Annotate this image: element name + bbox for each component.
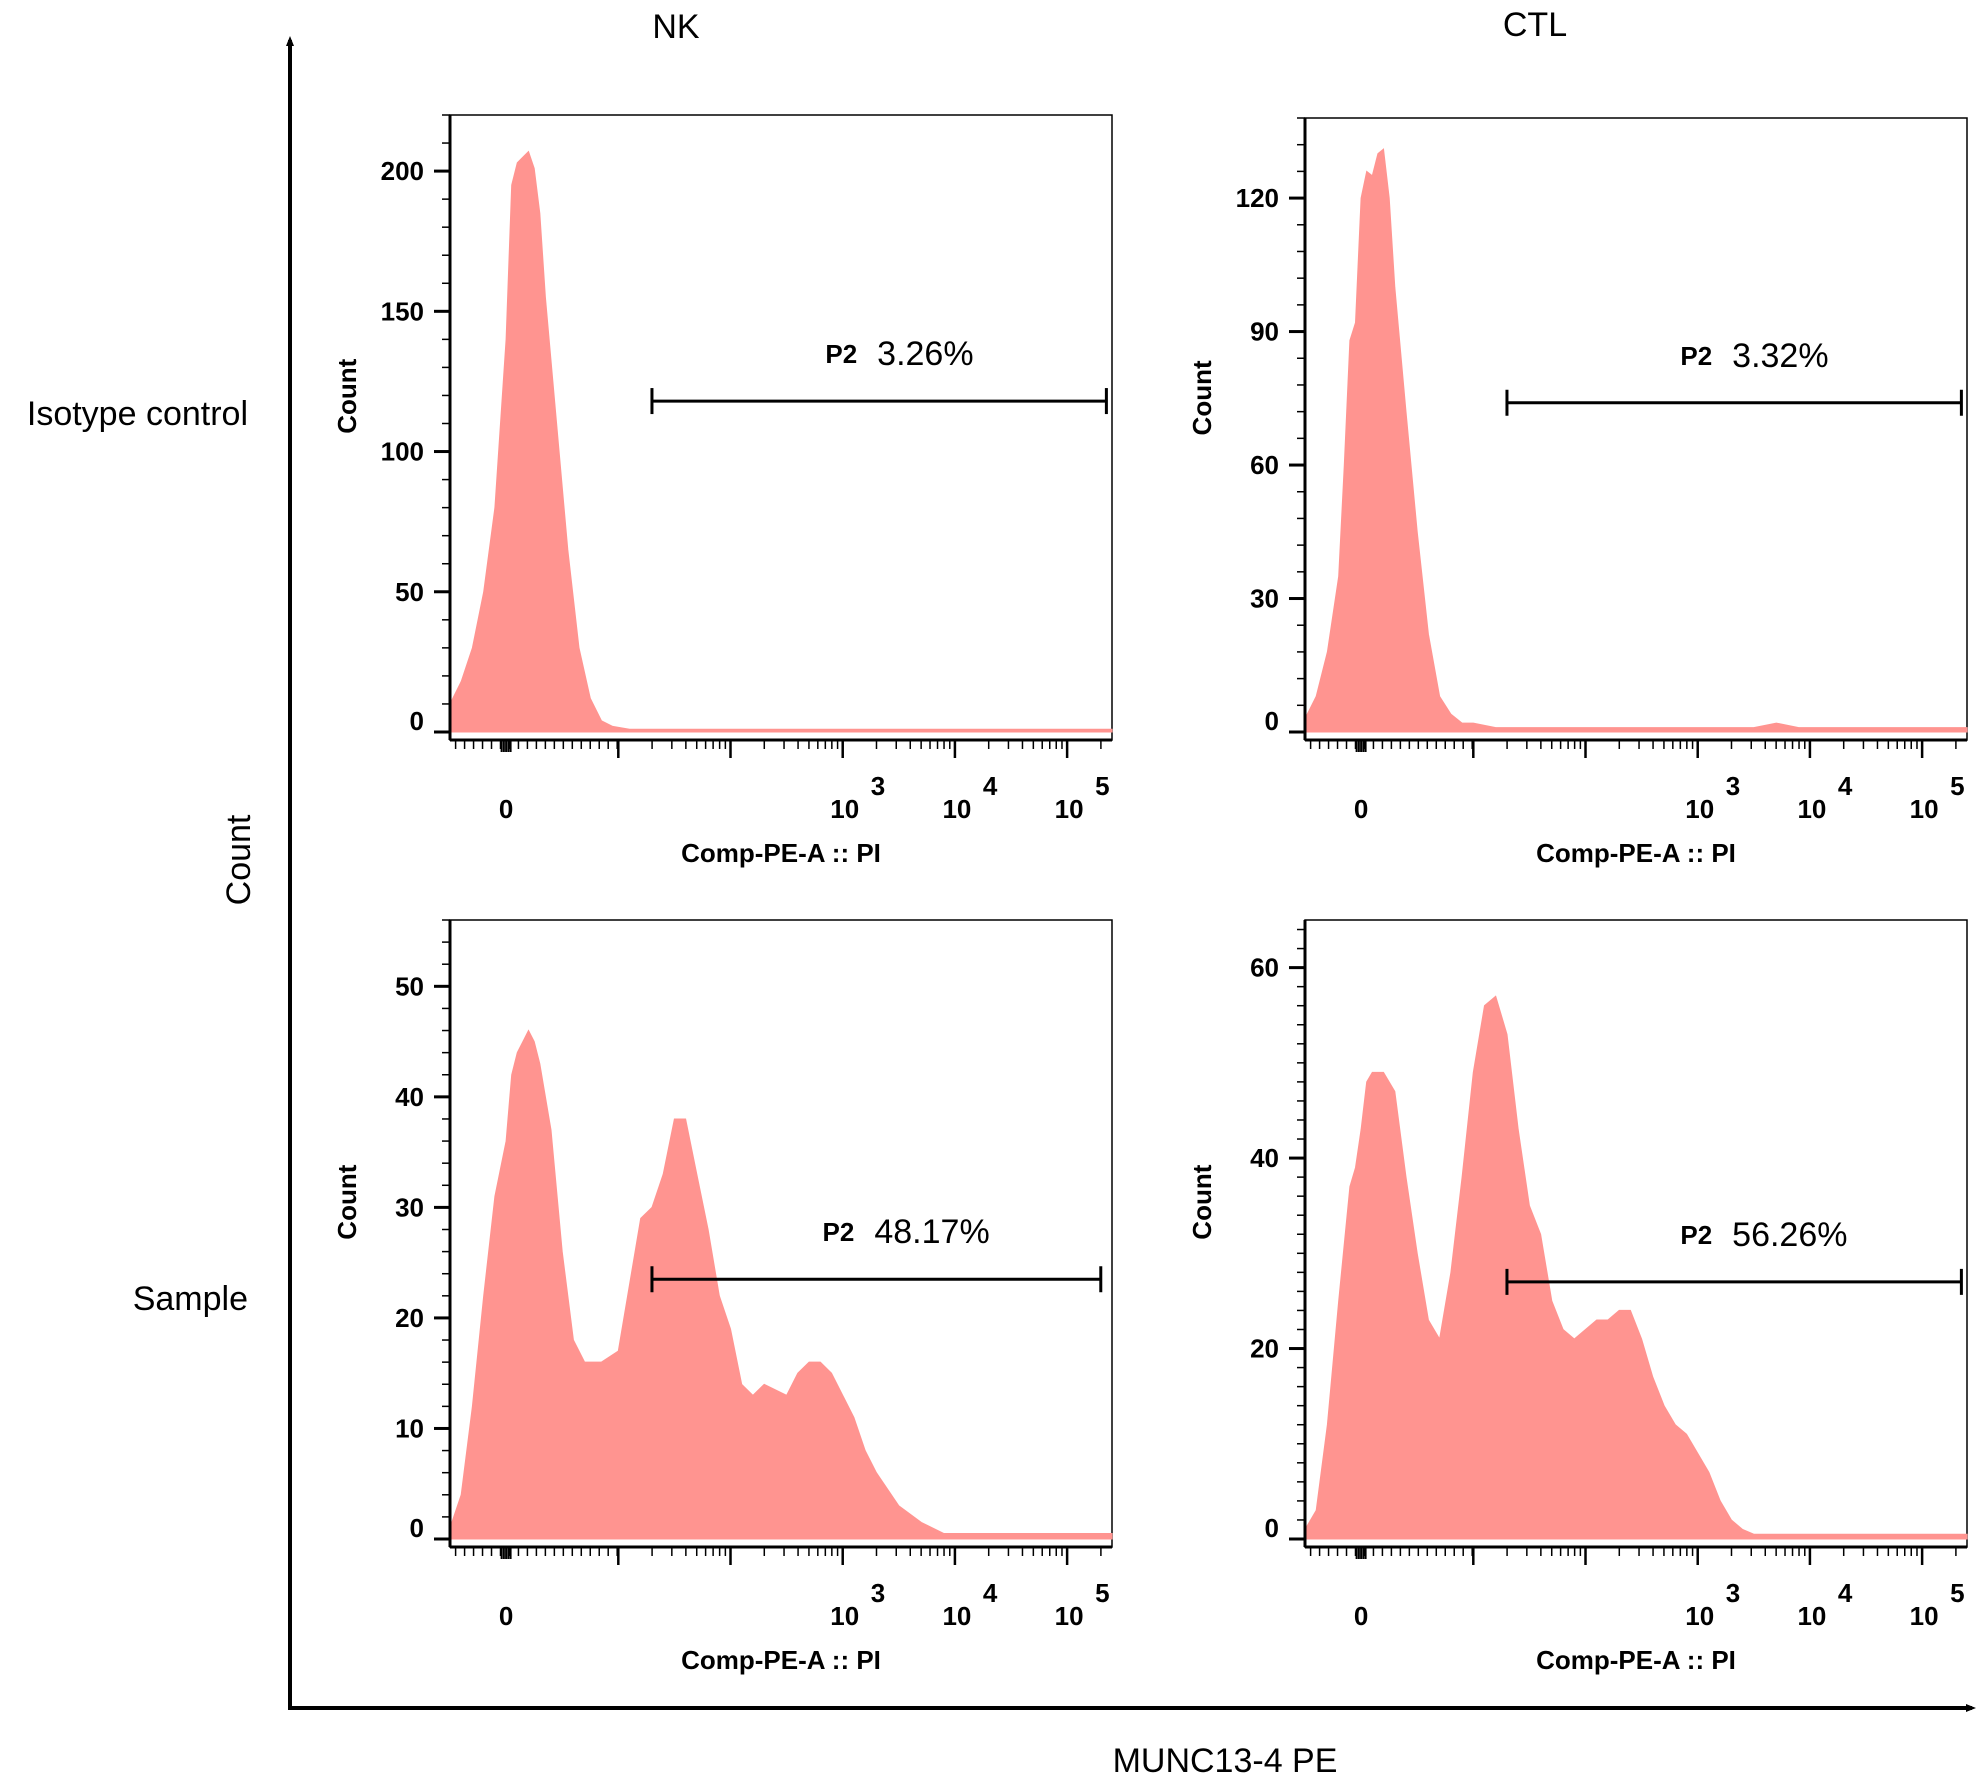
- x-tick-label: 0: [1354, 1601, 1368, 1631]
- gate-percent: 3.32%: [1732, 337, 1828, 375]
- x-tick-exponent: 5: [1950, 771, 1964, 801]
- row-label-sample: Sample: [133, 1280, 248, 1318]
- y-tick-label: 200: [381, 156, 424, 186]
- x-tick-label: 0: [499, 1601, 513, 1631]
- x-tick-label: 10: [942, 1601, 971, 1631]
- x-tick-label: 10: [1055, 794, 1084, 824]
- x-tick-exponent: 5: [1950, 1578, 1964, 1608]
- outer-x-arrowhead: [1966, 1704, 1976, 1712]
- x-tick-label: 10: [1685, 794, 1714, 824]
- y-axis-title: Count: [332, 1164, 362, 1239]
- x-tick-exponent: 4: [1838, 771, 1853, 801]
- y-tick-label: 0: [1265, 706, 1279, 736]
- y-axis-title: Count: [332, 358, 362, 433]
- x-axis-title: Comp-PE-A :: PI: [681, 1645, 881, 1675]
- y-tick-label: 120: [1236, 183, 1279, 213]
- y-tick-label: 40: [1250, 1143, 1279, 1173]
- y-tick-label: 30: [1250, 584, 1279, 614]
- x-tick-label: 10: [1055, 1601, 1084, 1631]
- x-axis-title: Comp-PE-A :: PI: [1536, 1645, 1736, 1675]
- x-tick-label: 0: [499, 794, 513, 824]
- outer-x-label: MUNC13-4 PE: [1113, 1742, 1338, 1780]
- x-tick-label: 10: [1797, 1601, 1826, 1631]
- gate-percent: 48.17%: [874, 1213, 989, 1251]
- x-tick-label: 10: [1910, 794, 1939, 824]
- outer-y-arrowhead: [286, 36, 294, 46]
- y-tick-label: 0: [410, 1513, 424, 1543]
- column-label-ctl: CTL: [1503, 6, 1567, 44]
- y-tick-label: 20: [1250, 1334, 1279, 1364]
- column-label-nk: NK: [652, 8, 700, 46]
- x-tick-label: 10: [942, 794, 971, 824]
- x-tick-exponent: 4: [983, 771, 998, 801]
- gate-percent: 3.26%: [877, 335, 973, 373]
- x-tick-exponent: 3: [871, 771, 885, 801]
- y-tick-label: 150: [381, 296, 424, 326]
- y-tick-label: 20: [395, 1303, 424, 1333]
- x-tick-label: 10: [1685, 1601, 1714, 1631]
- x-tick-exponent: 5: [1095, 1578, 1109, 1608]
- y-tick-label: 100: [381, 437, 424, 467]
- y-tick-label: 60: [1250, 953, 1279, 983]
- x-axis-title: Comp-PE-A :: PI: [1536, 838, 1736, 868]
- outer-y-label: Count: [220, 814, 258, 905]
- x-tick-label: 10: [830, 1601, 859, 1631]
- x-tick-exponent: 4: [1838, 1578, 1853, 1608]
- gate-name: P2: [1680, 341, 1712, 371]
- y-tick-label: 50: [395, 577, 424, 607]
- histogram-area: [1304, 995, 1968, 1540]
- y-tick-label: 30: [395, 1192, 424, 1222]
- x-tick-exponent: 5: [1095, 771, 1109, 801]
- histogram-area: [1304, 148, 1968, 733]
- row-label-isotype: Isotype control: [27, 395, 248, 433]
- y-tick-label: 40: [395, 1082, 424, 1112]
- y-axis-title: Count: [1187, 360, 1217, 435]
- x-tick-exponent: 3: [1726, 1578, 1740, 1608]
- y-tick-label: 0: [1265, 1513, 1279, 1543]
- x-tick-exponent: 4: [983, 1578, 998, 1608]
- gate-name: P2: [823, 1217, 855, 1247]
- gate-percent: 56.26%: [1732, 1216, 1847, 1254]
- histogram-area: [449, 150, 1113, 733]
- gate-name: P2: [1680, 1220, 1712, 1250]
- x-tick-label: 10: [830, 794, 859, 824]
- x-tick-label: 10: [1797, 794, 1826, 824]
- y-tick-label: 90: [1250, 317, 1279, 347]
- x-tick-exponent: 3: [871, 1578, 885, 1608]
- x-axis-title: Comp-PE-A :: PI: [681, 838, 881, 868]
- outer-axes: [286, 36, 1976, 1712]
- y-tick-label: 50: [395, 971, 424, 1001]
- x-tick-exponent: 3: [1726, 771, 1740, 801]
- y-tick-label: 10: [395, 1413, 424, 1443]
- gate-name: P2: [825, 339, 857, 369]
- histogram-area: [449, 1029, 1113, 1540]
- x-tick-label: 10: [1910, 1601, 1939, 1631]
- y-tick-label: 0: [410, 706, 424, 736]
- y-axis-title: Count: [1187, 1164, 1217, 1239]
- x-tick-label: 0: [1354, 794, 1368, 824]
- y-tick-label: 60: [1250, 450, 1279, 480]
